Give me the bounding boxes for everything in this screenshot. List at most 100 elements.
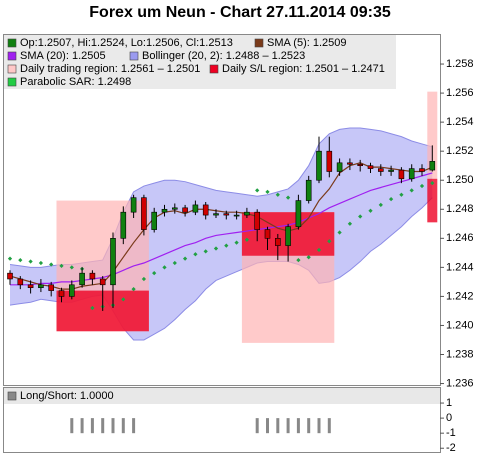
long-short-bar <box>317 418 321 434</box>
sar-dot <box>347 221 353 226</box>
long-short-bar <box>70 418 74 434</box>
candle-body <box>419 168 425 172</box>
legend-label: Daily S/L region: 1.2501 – 1.2471 <box>222 63 385 75</box>
candle-body <box>357 163 364 167</box>
candle-body <box>38 284 44 288</box>
legend-label: Daily trading region: 1.2561 – 1.2501 <box>20 63 200 75</box>
legend-swatch <box>129 51 139 61</box>
sar-dot <box>337 230 342 235</box>
legend-swatch <box>209 64 219 74</box>
chart-title: Forex um Neun - Chart 27.11.2014 09:35 <box>89 4 391 21</box>
sar-dot <box>399 192 404 197</box>
legend-swatch <box>7 77 17 87</box>
legend-box <box>4 388 440 404</box>
sar-dot <box>162 265 167 270</box>
candle-body <box>151 211 157 230</box>
candle-body <box>316 150 322 181</box>
sar-dot <box>409 188 414 193</box>
y-tick-label: 1.252 <box>446 145 474 157</box>
candle-body <box>377 168 384 172</box>
candle-body <box>233 214 240 217</box>
legend-swatch <box>7 64 17 74</box>
candle-body <box>408 168 415 180</box>
sar-dot <box>419 183 425 189</box>
sar-dot <box>316 247 322 253</box>
legend-box <box>4 35 396 89</box>
long-short-bar <box>307 418 311 434</box>
y-tick-label: 1.258 <box>446 58 474 70</box>
legend-swatch <box>254 38 264 48</box>
legend-label: Parabolic SAR: 1.2498 <box>20 76 131 88</box>
candle-body <box>213 213 219 216</box>
y-tick-label: 1.244 <box>446 261 474 273</box>
candle-body <box>274 238 281 246</box>
candle-body <box>347 162 353 165</box>
candle-body <box>305 179 312 201</box>
candle-body <box>285 226 291 246</box>
candle-body <box>17 278 24 286</box>
candle-body <box>130 197 137 213</box>
legend-label: Long/Short: 1.0000 <box>20 390 114 402</box>
long-short-bar <box>286 418 290 434</box>
candle-body <box>141 197 147 230</box>
legend-label: Bollinger (20, 2): 1.2488 – 1.2523 <box>142 50 305 62</box>
candle-body <box>99 278 106 286</box>
sar-dot <box>131 287 136 292</box>
candle-body <box>367 165 374 169</box>
candle-body <box>89 272 96 280</box>
sar-dot <box>172 260 177 266</box>
sar-dot <box>265 189 270 194</box>
sma-line <box>9 162 433 290</box>
sar-dot <box>275 192 280 197</box>
sar-dot <box>244 237 250 242</box>
long-short-bar <box>111 418 115 434</box>
y-tick-label: -1 <box>446 427 456 439</box>
y-tick-label: 1.246 <box>446 232 474 244</box>
candle-body <box>295 200 302 228</box>
sar-dot <box>285 195 291 200</box>
candle-body <box>264 229 271 239</box>
y-tick-label: 1.250 <box>446 174 474 186</box>
sar-dot <box>388 196 394 202</box>
y-tick-label: 1.248 <box>446 203 474 215</box>
legend-label: SMA (5): 1.2509 <box>267 37 347 49</box>
long-short-bar <box>296 418 300 434</box>
candle-body <box>110 238 116 286</box>
candle-body <box>429 161 436 171</box>
candle-body <box>192 204 199 213</box>
sar-dot <box>182 256 188 261</box>
y-tick-label: 1.240 <box>446 319 474 331</box>
candle-body <box>398 169 405 180</box>
long-short-bar <box>101 418 105 434</box>
sar-dot <box>141 276 147 282</box>
y-tick-label: 1.256 <box>446 87 474 99</box>
legend-label: SMA (20): 1.2505 <box>20 50 106 62</box>
candle-body <box>388 169 394 172</box>
trading-region <box>427 91 438 179</box>
sar-dot <box>234 240 239 245</box>
candle-body <box>48 284 55 291</box>
y-tick-label: 0 <box>446 412 452 424</box>
long-short-bar <box>255 418 259 434</box>
sar-dot <box>358 214 363 219</box>
candle-body <box>27 284 34 288</box>
sl-region <box>427 178 438 223</box>
sar-dot <box>152 271 157 276</box>
legend-swatch <box>7 51 17 61</box>
legend-swatch <box>7 38 17 48</box>
long-short-bar <box>121 418 125 434</box>
sar-dot <box>203 249 208 254</box>
long-short-bar <box>276 418 280 434</box>
y-tick-label: 1.242 <box>446 290 474 302</box>
sar-dot <box>306 255 311 260</box>
sar-dot <box>224 243 229 248</box>
y-tick-label: 1 <box>446 397 452 409</box>
candle-body <box>326 150 333 172</box>
candle-body <box>79 272 85 286</box>
candle-body <box>223 213 230 216</box>
long-short-bar <box>266 418 269 434</box>
candle-body <box>69 284 75 297</box>
candle-body <box>244 211 250 216</box>
